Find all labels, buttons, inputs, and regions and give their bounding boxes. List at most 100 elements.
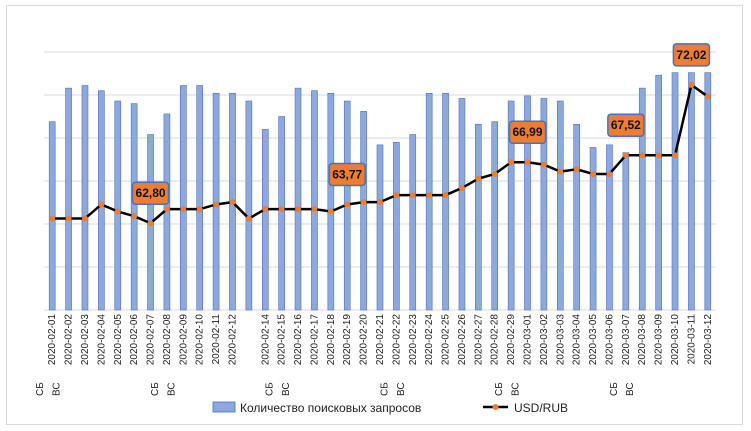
bar: [475, 123, 482, 311]
legend-bar-swatch: [212, 401, 236, 413]
x-tick-label: 2020-03-08: [637, 314, 648, 366]
bar: [638, 87, 646, 311]
x-tick-label: 2020-02-07: [146, 314, 157, 366]
x-tick-label: 2020-02-26: [457, 314, 468, 366]
line-point: [639, 152, 646, 159]
bar: [606, 144, 613, 311]
x-axis-ticks: 2020-02-01 2020-02-02 2020-02-03 2020-02-04…: [47, 314, 714, 366]
callout-label: 66,99: [512, 125, 542, 139]
callout-label: 63,77: [332, 167, 362, 181]
line-point: [704, 93, 711, 100]
callout-label: 62,80: [136, 186, 166, 200]
line-point: [508, 159, 515, 166]
line-point: [81, 215, 88, 222]
x-tick-label: 2020-02-25: [441, 314, 452, 366]
callout-label: 67,52: [611, 118, 641, 132]
bar: [589, 147, 597, 311]
bar: [327, 92, 335, 311]
x-tick-label: 2020-03-11: [686, 314, 697, 365]
x-tick-label: 2020-02-01: [47, 314, 58, 366]
x-tick-label: 2020-02-06: [129, 314, 140, 366]
bar: [294, 87, 302, 311]
line-point: [213, 201, 220, 208]
bar: [409, 134, 417, 311]
x-tick-label: 2020-02-14: [260, 314, 271, 366]
weekday-label: СБ: [35, 382, 46, 396]
bar: [311, 90, 318, 311]
weekday-label: ВС: [396, 382, 407, 396]
callout-box: [672, 43, 711, 67]
line-point: [262, 206, 269, 213]
x-tick-label: 2020-02-02: [64, 314, 75, 366]
x-tick-label: 2020-02-21: [375, 314, 386, 366]
x-tick-label: 2020-02-16: [293, 314, 304, 366]
legend-line-marker: [492, 404, 499, 410]
bar: [573, 123, 580, 311]
line-point: [295, 206, 302, 213]
line-point: [278, 206, 285, 213]
line-point: [540, 161, 547, 168]
x-tick-label: 2020-03-09: [654, 314, 665, 366]
x-tick-label: 2020-03-07: [621, 314, 632, 366]
x-tick-label: 2020-03-01: [523, 314, 534, 366]
callouts: 62,80 63,77 66,99 67,52 72,02: [131, 43, 711, 205]
weekday-label: СБ: [494, 382, 505, 396]
x-tick-label: 2020-03-10: [670, 314, 681, 366]
x-tick-label: 2020-02-20: [359, 314, 370, 366]
line-point: [114, 208, 121, 215]
weekday-label: СБ: [265, 382, 276, 396]
callout-box: [131, 181, 170, 205]
bar: [491, 121, 499, 311]
x-tick-label: 2020-03-06: [604, 314, 615, 366]
bar: [393, 142, 400, 311]
x-tick-label: 2020-03-02: [539, 314, 550, 366]
line-point: [393, 192, 400, 199]
bar: [278, 116, 285, 311]
bar: [688, 72, 695, 311]
x-tick-label: 2020-02-09: [178, 314, 189, 366]
x-tick-label: 2020-02-23: [408, 314, 419, 366]
bar: [114, 100, 122, 311]
x-tick-label: 2020-02-22: [391, 314, 402, 366]
weekday-label: ВС: [281, 382, 292, 396]
x-tick-label: 2020-03-03: [555, 314, 566, 366]
bar: [704, 72, 712, 311]
line-point: [344, 201, 351, 208]
bar: [507, 100, 515, 311]
bar: [524, 95, 531, 311]
bar: [540, 98, 548, 311]
line-point: [180, 206, 187, 213]
bar: [671, 72, 679, 311]
line-point: [409, 192, 416, 199]
line-point: [131, 213, 138, 220]
bar: [376, 144, 384, 311]
line-point: [622, 152, 629, 159]
callout-box: [328, 162, 366, 187]
x-tick-label: 2020-02-17: [309, 314, 320, 366]
callout-label: 72,02: [676, 48, 706, 62]
line-point: [524, 159, 531, 166]
callout-box: [607, 113, 645, 137]
x-tick-label: 2020-03-04: [572, 314, 583, 366]
weekday-label: СБ: [379, 382, 390, 396]
line-point: [147, 220, 154, 227]
line-point: [360, 199, 367, 206]
bar: [556, 100, 564, 311]
weekday-label: СБ: [609, 382, 620, 396]
line-point: [229, 199, 236, 206]
bar: [442, 92, 449, 311]
line-point: [98, 201, 105, 208]
bar: [98, 90, 105, 311]
x-tick-label: 2020-02-04: [96, 314, 107, 366]
line-point: [475, 175, 482, 182]
x-tick-label: 2020-02-11: [211, 314, 222, 365]
line-point: [327, 208, 334, 215]
x-tick-label: 2020-02-03: [80, 314, 91, 366]
bar: [261, 129, 269, 311]
line-point: [655, 152, 662, 159]
x-tick-label: 2020-02-27: [473, 314, 484, 366]
legend-bar-label: Количество поисковых запросов: [240, 401, 421, 415]
line-series: [49, 81, 711, 227]
bar: [622, 152, 630, 311]
bar: [425, 92, 433, 311]
